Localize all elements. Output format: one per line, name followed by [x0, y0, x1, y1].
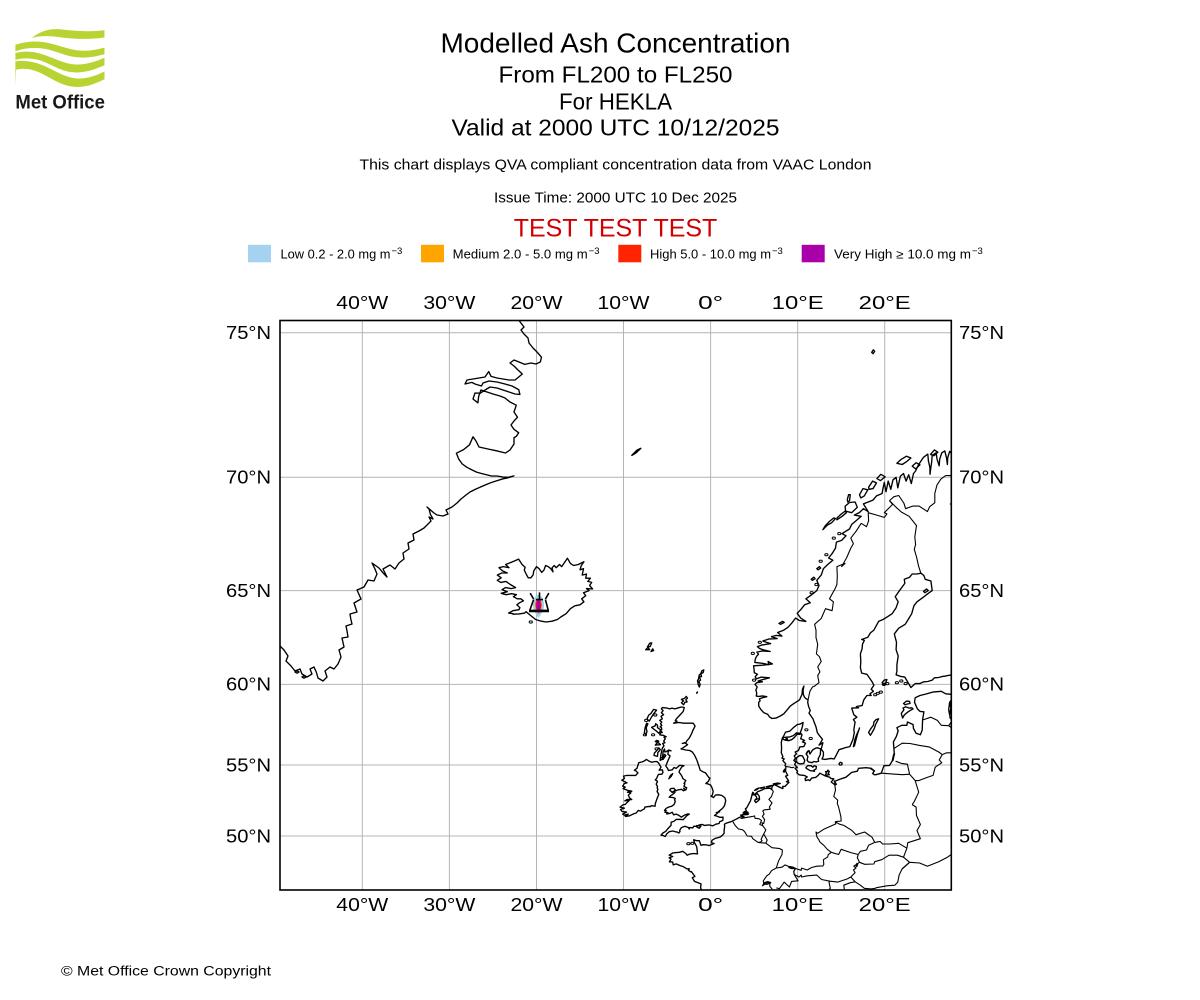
svg-text:Very High ≥ 10.0 mg m: Very High ≥ 10.0 mg m — [834, 247, 971, 261]
svg-text:© Met Office Crown Copyright: © Met Office Crown Copyright — [61, 964, 271, 979]
svg-text:From FL200 to FL250: From FL200 to FL250 — [499, 62, 733, 88]
svg-text:−3: −3 — [772, 246, 783, 257]
svg-text:0°: 0° — [698, 895, 723, 915]
svg-text:0°: 0° — [698, 293, 723, 313]
svg-text:−3: −3 — [392, 246, 403, 257]
svg-text:70°N: 70°N — [959, 468, 1004, 488]
svg-text:40°W: 40°W — [336, 895, 388, 915]
svg-text:30°W: 30°W — [423, 895, 475, 915]
svg-text:20°W: 20°W — [511, 293, 563, 313]
svg-text:−3: −3 — [589, 246, 600, 257]
svg-text:65°N: 65°N — [226, 581, 271, 601]
svg-text:50°N: 50°N — [959, 826, 1004, 846]
svg-text:75°N: 75°N — [226, 323, 271, 343]
svg-text:70°N: 70°N — [226, 468, 271, 488]
svg-text:10°E: 10°E — [772, 895, 824, 915]
svg-text:75°N: 75°N — [959, 323, 1004, 343]
svg-text:20°E: 20°E — [859, 293, 911, 313]
svg-text:TEST TEST TEST: TEST TEST TEST — [514, 215, 718, 243]
svg-text:20°E: 20°E — [859, 895, 911, 915]
svg-text:−3: −3 — [972, 246, 983, 257]
svg-text:Modelled Ash Concentration: Modelled Ash Concentration — [441, 28, 791, 59]
svg-text:55°N: 55°N — [226, 755, 271, 775]
svg-text:High 5.0 - 10.0 mg m: High 5.0 - 10.0 mg m — [650, 247, 771, 261]
svg-text:10°E: 10°E — [772, 293, 824, 313]
svg-text:65°N: 65°N — [959, 581, 1004, 601]
svg-text:Issue Time: 2000 UTC 10 Dec 20: Issue Time: 2000 UTC 10 Dec 2025 — [494, 190, 737, 207]
svg-text:60°N: 60°N — [226, 675, 271, 695]
svg-text:Medium 2.0 - 5.0 mg m: Medium 2.0 - 5.0 mg m — [453, 247, 588, 261]
svg-text:Met Office: Met Office — [15, 92, 105, 114]
svg-text:This chart displays QVA compli: This chart displays QVA compliant concen… — [360, 157, 872, 174]
svg-text:55°N: 55°N — [959, 755, 1004, 775]
svg-text:Low 0.2 - 2.0 mg m: Low 0.2 - 2.0 mg m — [281, 247, 391, 261]
svg-text:40°W: 40°W — [336, 293, 388, 313]
svg-text:10°W: 10°W — [598, 895, 650, 915]
svg-text:30°W: 30°W — [423, 293, 475, 313]
svg-text:20°W: 20°W — [511, 895, 563, 915]
svg-text:For HEKLA: For HEKLA — [559, 88, 673, 114]
svg-text:60°N: 60°N — [959, 675, 1004, 695]
svg-text:10°W: 10°W — [598, 293, 650, 313]
svg-text:Valid at 2000 UTC 10/12/2025: Valid at 2000 UTC 10/12/2025 — [452, 115, 780, 141]
svg-text:50°N: 50°N — [226, 826, 271, 846]
